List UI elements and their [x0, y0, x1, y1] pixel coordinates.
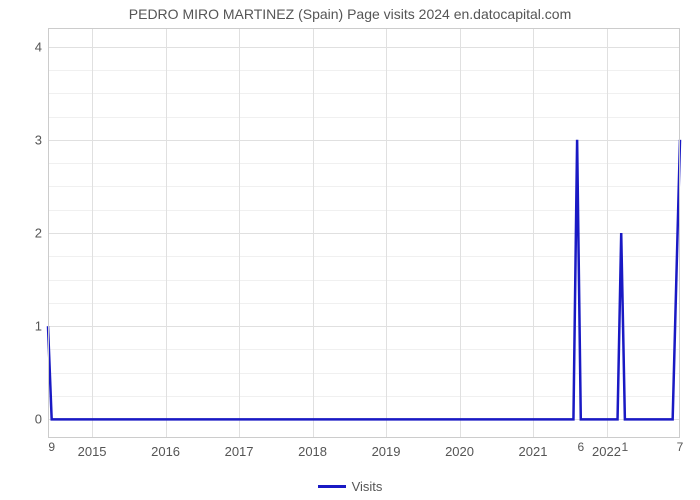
y-tick-label: 4	[12, 39, 42, 54]
data-point-label: 9	[48, 440, 55, 454]
legend: Visits	[0, 478, 700, 494]
x-tick-label: 2017	[225, 444, 254, 459]
y-tick-label: 3	[12, 132, 42, 147]
chart-container: PEDRO MIRO MARTINEZ (Spain) Page visits …	[0, 0, 700, 500]
x-tick-label: 2016	[151, 444, 180, 459]
x-tick-label: 2019	[372, 444, 401, 459]
plot-area	[48, 28, 680, 438]
y-tick-label: 2	[12, 226, 42, 241]
x-tick-label: 2015	[78, 444, 107, 459]
x-tick-label: 2020	[445, 444, 474, 459]
legend-label: Visits	[352, 479, 383, 494]
x-tick-label: 2022	[592, 444, 621, 459]
legend-swatch	[318, 485, 346, 488]
line-series-svg	[48, 28, 680, 438]
visits-line	[48, 140, 680, 420]
data-point-label: 1	[622, 440, 629, 454]
data-point-label: 7	[677, 440, 684, 454]
x-tick-label: 2018	[298, 444, 327, 459]
x-tick-label: 2021	[519, 444, 548, 459]
y-tick-label: 0	[12, 412, 42, 427]
data-point-label: 6	[577, 440, 584, 454]
chart-title: PEDRO MIRO MARTINEZ (Spain) Page visits …	[0, 6, 700, 22]
y-tick-label: 1	[12, 319, 42, 334]
